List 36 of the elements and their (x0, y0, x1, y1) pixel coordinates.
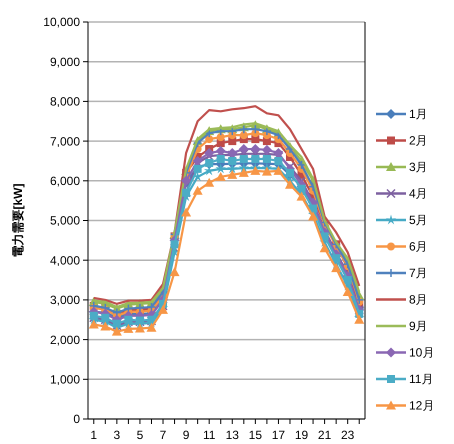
x-tick-label: 3 (114, 428, 121, 442)
legend-label: 2月 (409, 134, 428, 148)
x-tick-label: 13 (226, 428, 240, 442)
x-tick-label: 15 (248, 428, 262, 442)
legend-label: 5月 (409, 213, 428, 228)
y-tick-label: 4,000 (50, 253, 80, 268)
legend-label: 8月 (409, 292, 428, 307)
legend-label: 7月 (409, 266, 428, 280)
legend-label: 3月 (409, 160, 428, 174)
x-tick-label: 9 (182, 428, 190, 442)
y-tick-label: 3,000 (50, 293, 80, 308)
y-tick-label: 8,000 (50, 94, 80, 109)
legend-label: 12月 (409, 398, 434, 413)
y-tick-label: 0 (73, 412, 80, 426)
legend-label: 10月 (409, 346, 434, 360)
y-axis-title: 電力需要[kW] (11, 184, 25, 258)
x-tick-label: 17 (272, 428, 286, 442)
legend-label: 9月 (409, 319, 428, 334)
legend-label: 11月 (409, 372, 434, 386)
x-tick-label: 7 (160, 428, 167, 442)
y-tick-label: 7,000 (50, 134, 80, 148)
y-tick-label: 9,000 (50, 54, 80, 69)
legend-label: 1月 (409, 107, 428, 122)
y-tick-label: 2,000 (50, 332, 80, 347)
y-tick-label: 1,000 (50, 372, 80, 386)
y-tick-label: 10,000 (43, 15, 80, 30)
x-tick-label: 11 (202, 428, 216, 442)
y-tick-label: 5,000 (50, 214, 80, 228)
legend-label: 4月 (409, 186, 428, 201)
x-tick-label: 1 (90, 428, 98, 442)
x-tick-label: 5 (136, 428, 144, 442)
y-tick-label: 6,000 (50, 174, 80, 188)
x-tick-label: 21 (318, 428, 332, 442)
legend-label: 6月 (409, 240, 428, 254)
x-tick-label: 19 (294, 428, 309, 442)
x-tick-label: 23 (341, 428, 355, 442)
